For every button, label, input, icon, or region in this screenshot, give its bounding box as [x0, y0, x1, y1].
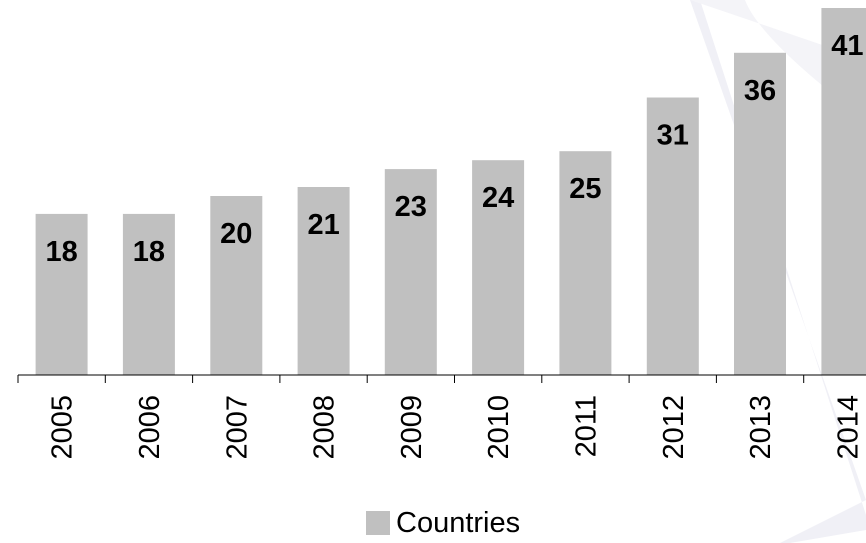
bar-2011	[559, 151, 612, 375]
data-label-2005: 18	[45, 236, 77, 268]
data-label-2006: 18	[133, 236, 165, 268]
bar-2006	[122, 213, 175, 375]
x-axis-tick-labels-group: 2005 2006 2007 2008 2009 2010 2011 2012 2013 2014	[47, 395, 865, 460]
bar-2007	[210, 196, 263, 375]
x-tick-label-2013: 2013	[745, 395, 777, 460]
data-label-2014: 41	[831, 30, 863, 62]
data-label-2011: 25	[569, 173, 601, 205]
x-tick-label-2014: 2014	[832, 395, 864, 460]
bar-2012	[646, 97, 699, 375]
x-tick-label-2008: 2008	[309, 395, 341, 460]
x-tick-label-2010: 2010	[483, 395, 515, 460]
bar-2005	[35, 213, 88, 375]
data-label-2013: 36	[744, 75, 776, 107]
legend-swatch	[366, 511, 390, 535]
value-labels-group: 18 18 20 21 23 24 25 31 36 41	[45, 30, 863, 268]
x-tick-label-2009: 2009	[396, 395, 428, 460]
x-tick-label-2007: 2007	[221, 395, 253, 460]
bar-2008	[297, 187, 350, 375]
bars-group	[35, 8, 866, 376]
legend: Countries	[366, 508, 520, 538]
data-label-2009: 23	[395, 191, 427, 223]
legend-label: Countries	[396, 507, 521, 539]
bar-2009	[384, 169, 437, 375]
bar-2013	[734, 52, 786, 376]
bar-2014	[821, 8, 866, 375]
bar-2010	[472, 160, 525, 375]
x-axis-ticks-group	[17, 375, 805, 383]
x-tick-label-2012: 2012	[658, 395, 690, 460]
x-tick-label-2011: 2011	[570, 395, 602, 457]
data-label-2008: 21	[307, 209, 339, 241]
x-tick-label-2006: 2006	[134, 395, 166, 460]
data-label-2012: 31	[657, 120, 689, 152]
x-tick-label-2005: 2005	[47, 395, 79, 460]
data-label-2010: 24	[482, 182, 514, 214]
data-label-2007: 20	[220, 218, 252, 250]
